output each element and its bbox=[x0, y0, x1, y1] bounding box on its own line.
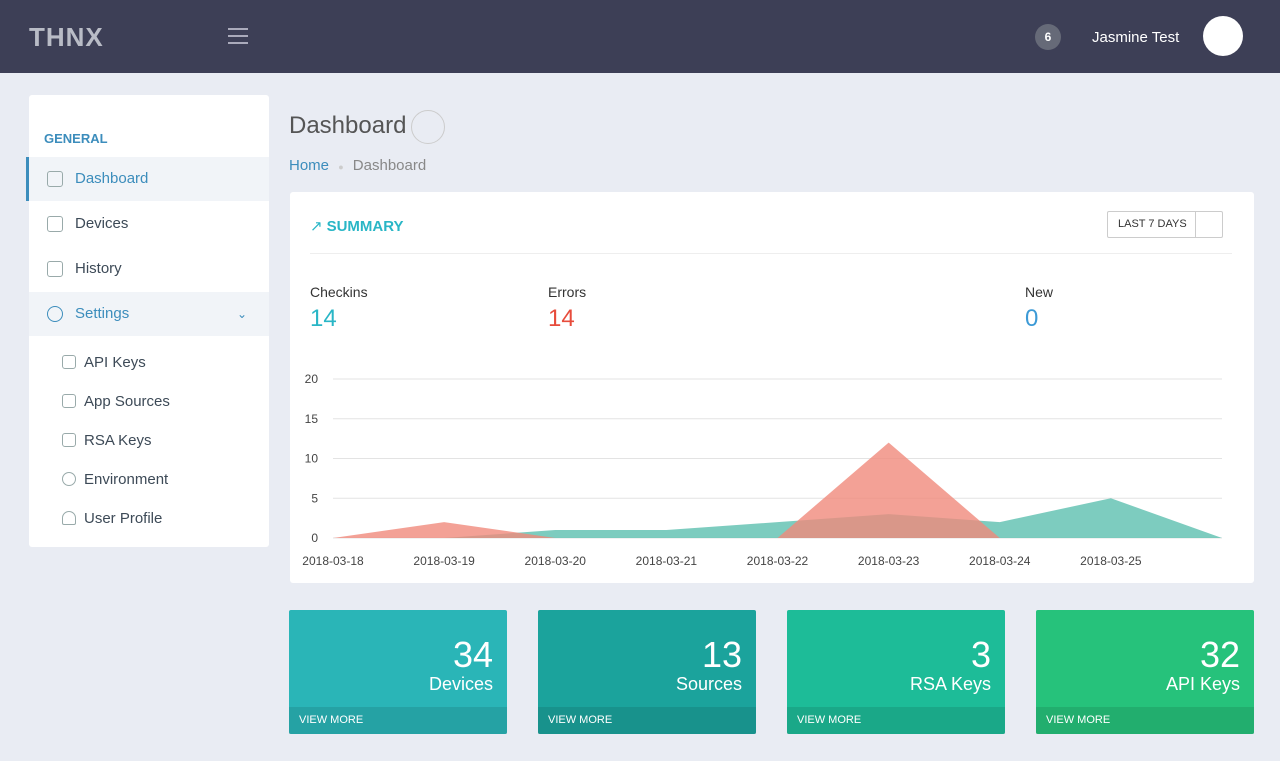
sub-item[interactable]: RSA Keys bbox=[29, 429, 152, 453]
icon bbox=[62, 472, 76, 486]
chart: 0 5 10 15 20 2018-03-18 2018-03-19 2018-03-20 20… bbox=[302, 372, 1222, 568]
icon bbox=[62, 433, 76, 447]
card-link[interactable]: VIEW MORE bbox=[289, 707, 507, 734]
y-tick-label: 15 bbox=[305, 412, 319, 426]
menu-toggle[interactable] bbox=[228, 28, 248, 44]
sub-label: API Keys bbox=[84, 354, 146, 371]
stat-label: Errors bbox=[548, 284, 587, 300]
separator: ● bbox=[338, 162, 344, 172]
icon bbox=[47, 216, 63, 232]
sidebar: GENERAL Dashboard Devices History Settin… bbox=[26, 95, 269, 547]
icon bbox=[47, 306, 63, 322]
range-select[interactable]: LAST 7 DAYS bbox=[1107, 211, 1223, 238]
card-value: 13 bbox=[701, 634, 742, 675]
stat-value: 14 bbox=[310, 305, 337, 332]
icon bbox=[62, 394, 76, 408]
breadcrumb: Home ● Dashboard bbox=[289, 157, 426, 174]
y-tick-label: 10 bbox=[305, 452, 319, 466]
icon bbox=[62, 355, 76, 369]
card-value: 32 bbox=[1199, 634, 1240, 675]
stat-card: 34 Devices VIEW MORE bbox=[289, 610, 507, 734]
avatar[interactable] bbox=[1203, 16, 1243, 56]
panel-title-text: SUMMARY bbox=[326, 218, 404, 235]
sub-item[interactable]: App Sources bbox=[29, 390, 170, 414]
stat-card: 3 RSA Keys VIEW MORE bbox=[787, 610, 1005, 734]
y-tick-label: 0 bbox=[311, 531, 318, 545]
sub-item[interactable]: User Profile bbox=[29, 507, 162, 531]
pin-button[interactable] bbox=[411, 110, 445, 144]
stat-label: Checkins bbox=[310, 284, 368, 300]
nav-label: Devices bbox=[75, 215, 129, 232]
nav-item[interactable]: Devices bbox=[29, 202, 269, 246]
x-tick-label: 2018-03-24 bbox=[969, 554, 1031, 568]
logo[interactable]: THNX bbox=[29, 22, 104, 52]
card-label: RSA Keys bbox=[909, 674, 991, 694]
sub-item[interactable]: Environment bbox=[29, 468, 168, 492]
x-tick-label: 2018-03-20 bbox=[525, 554, 587, 568]
range-label: LAST 7 DAYS bbox=[1118, 218, 1187, 230]
user-name[interactable]: Jasmine Test bbox=[1092, 29, 1180, 46]
icon: ↗ bbox=[310, 218, 323, 235]
header: THNX 6 Jasmine Test bbox=[0, 0, 1280, 73]
card-value: 34 bbox=[452, 634, 493, 675]
chevron: ⌄ bbox=[237, 307, 248, 321]
nav-label: History bbox=[75, 260, 122, 277]
sub-label: RSA Keys bbox=[84, 432, 152, 449]
page-title: Dashboard bbox=[289, 112, 407, 139]
panel-title: ↗ SUMMARY bbox=[310, 217, 404, 235]
x-tick-label: 2018-03-18 bbox=[302, 554, 364, 568]
card-label: Devices bbox=[428, 674, 493, 694]
section-title: GENERAL bbox=[44, 131, 108, 146]
y-tick-label: 5 bbox=[311, 491, 318, 505]
nav-item[interactable]: Settings ⌄ bbox=[29, 292, 269, 336]
x-tick-label: 2018-03-23 bbox=[858, 554, 920, 568]
y-tick-label: 20 bbox=[305, 372, 319, 386]
icon bbox=[62, 511, 76, 525]
nav-item[interactable]: Dashboard bbox=[26, 157, 269, 201]
area bbox=[333, 498, 1222, 538]
notification-badge[interactable]: 6 bbox=[1035, 24, 1061, 50]
x-tick-label: 2018-03-19 bbox=[413, 554, 475, 568]
card-label: API Keys bbox=[1165, 674, 1240, 694]
card-link[interactable]: VIEW MORE bbox=[1036, 707, 1254, 734]
icon bbox=[47, 171, 63, 187]
stat-card: 13 Sources VIEW MORE bbox=[538, 610, 756, 734]
sub-item[interactable]: API Keys bbox=[29, 351, 146, 375]
x-tick-label: 2018-03-25 bbox=[1080, 554, 1142, 568]
stat-label: New bbox=[1025, 284, 1054, 300]
divider bbox=[310, 253, 1232, 254]
x-tick-label: 2018-03-21 bbox=[636, 554, 698, 568]
x-tick-label: 2018-03-22 bbox=[747, 554, 809, 568]
card-link[interactable]: VIEW MORE bbox=[538, 707, 756, 734]
card-value: 3 bbox=[970, 634, 991, 675]
stat-value: 0 bbox=[1025, 305, 1039, 332]
stat-value: 14 bbox=[548, 305, 575, 332]
summary-panel: ↗ SUMMARY LAST 7 DAYS Checkins 14 Errors … bbox=[290, 192, 1254, 583]
card-label: Sources bbox=[675, 674, 742, 694]
nav-label: Settings bbox=[75, 305, 130, 322]
sub-label: User Profile bbox=[84, 510, 163, 527]
breadcrumb-current: Dashboard bbox=[352, 157, 427, 174]
nav-label: Dashboard bbox=[75, 170, 149, 187]
nav-item[interactable]: History bbox=[29, 247, 269, 291]
area bbox=[333, 442, 1222, 538]
sub-label: App Sources bbox=[84, 393, 170, 410]
icon bbox=[47, 261, 63, 277]
card-link[interactable]: VIEW MORE bbox=[787, 707, 1005, 734]
sub-label: Environment bbox=[84, 471, 169, 488]
breadcrumb-link[interactable]: Home bbox=[289, 157, 330, 174]
stat-card: 32 API Keys VIEW MORE bbox=[1036, 610, 1254, 734]
